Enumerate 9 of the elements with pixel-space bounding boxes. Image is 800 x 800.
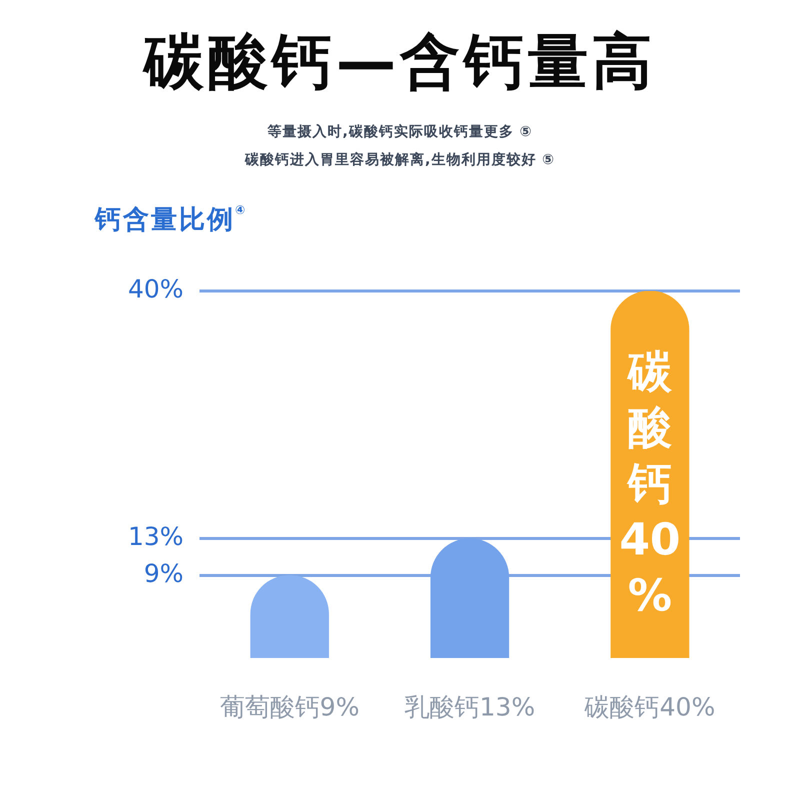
chart-subtitle: 等量摄入时,碳酸钙实际吸收钙量更多 ⑤ 碳酸钙进入胃里容易被解离,生物利用度较好 ⑤ [244, 122, 556, 170]
chart-title: 碳酸钙—含钙量高 [142, 26, 657, 99]
x-tick-label: 葡萄酸钙9% [220, 692, 360, 722]
x-tick-label: 碳酸钙40% [584, 692, 716, 722]
x-tick-label: 乳酸钙13% [404, 692, 536, 722]
y-axis-title: 钙含量比例$^{④}$ [95, 202, 248, 237]
y-tick-label: 9% [144, 558, 184, 588]
y-tick-label: 13% [128, 522, 184, 552]
y-tick-label: 40% [128, 274, 184, 304]
